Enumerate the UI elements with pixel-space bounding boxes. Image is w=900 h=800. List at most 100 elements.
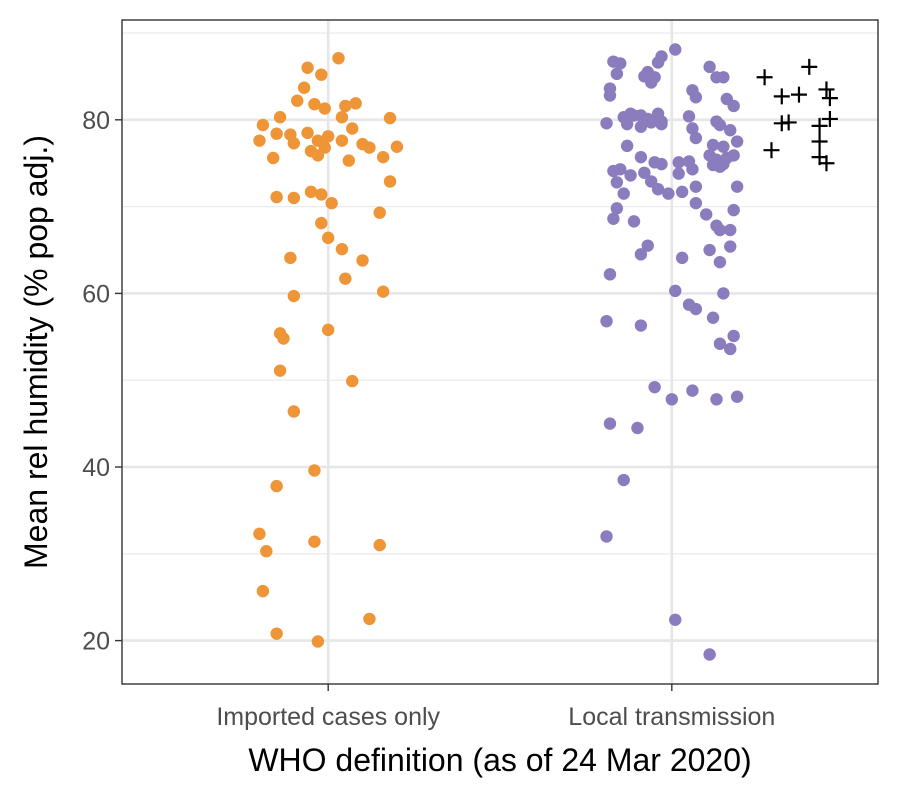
imported-point — [270, 190, 283, 204]
local-point — [706, 311, 720, 324]
local-point — [706, 138, 720, 152]
local-point — [610, 67, 624, 81]
local-point — [620, 117, 634, 131]
x-axis-title: WHO definition (as of 24 Mar 2020) — [248, 742, 751, 778]
imported-point — [253, 527, 266, 541]
local-point — [727, 203, 740, 217]
local-point — [603, 417, 617, 430]
imported-point — [335, 111, 349, 124]
imported-point — [363, 612, 376, 626]
local-point — [669, 284, 682, 298]
imported-point — [383, 175, 397, 188]
local-point — [703, 648, 716, 661]
local-point — [651, 183, 665, 196]
imported-point — [376, 150, 390, 164]
imported-point — [270, 127, 283, 140]
imported-point — [301, 61, 314, 74]
imported-point — [270, 627, 283, 640]
local-point — [610, 202, 624, 215]
local-point — [624, 169, 637, 182]
plus-point — [821, 110, 838, 127]
local-point — [686, 384, 699, 397]
local-point — [634, 319, 648, 332]
imported-point — [297, 81, 311, 94]
local-point — [699, 208, 713, 221]
local-point — [634, 120, 648, 133]
y-tick-label: 20 — [82, 628, 110, 656]
local-point — [713, 223, 727, 237]
y-tick-label: 60 — [82, 280, 110, 308]
plus-point — [763, 142, 780, 159]
y-axis-title: Mean rel humidity (% pop adj.) — [18, 135, 54, 569]
local-point — [727, 149, 740, 162]
local-point — [645, 116, 658, 129]
local-point — [641, 239, 654, 252]
local-point — [655, 157, 668, 171]
plus-point — [756, 69, 773, 86]
local-point — [713, 337, 727, 350]
imported-point — [356, 254, 369, 267]
plus-point — [821, 90, 838, 107]
local-point — [727, 329, 740, 343]
local-point — [717, 140, 730, 153]
imported-point — [287, 137, 301, 150]
imported-point — [339, 272, 352, 285]
local-point — [724, 240, 737, 253]
imported-point — [383, 111, 397, 125]
local-point — [689, 91, 703, 104]
local-point — [634, 150, 648, 164]
plus-point — [811, 117, 828, 134]
local-point — [610, 176, 624, 189]
local-point — [631, 421, 644, 435]
imported-point — [349, 97, 362, 110]
imported-point — [346, 374, 359, 388]
imported-point — [321, 231, 335, 245]
plus-point — [818, 81, 835, 98]
local-point — [724, 124, 737, 137]
plus-point — [780, 114, 797, 131]
local-point — [686, 163, 699, 176]
imported-point — [390, 140, 404, 153]
imported-point — [304, 185, 318, 199]
imported-point — [256, 584, 270, 598]
imported-point — [335, 242, 349, 256]
x-tick-label: Local transmission — [568, 703, 775, 731]
local-point — [717, 157, 730, 171]
axis-ticks — [115, 119, 673, 691]
local-point — [710, 393, 723, 406]
imported-point — [273, 364, 287, 377]
local-point — [600, 530, 613, 543]
local-point — [730, 390, 744, 403]
imported-point — [301, 126, 314, 140]
tick-labels: 20 40 60 80 Imported cases only Local transmi… — [82, 107, 775, 731]
plus-point — [811, 133, 828, 150]
local-point — [689, 131, 703, 145]
imported-point — [291, 94, 304, 107]
imported-point — [311, 635, 325, 648]
local-point — [620, 139, 634, 153]
imported-point — [339, 99, 352, 113]
imported-point — [373, 538, 386, 552]
imported-point — [318, 141, 331, 154]
local-point — [634, 248, 648, 261]
local-point — [682, 110, 696, 123]
imported-point — [253, 134, 266, 147]
local-point — [730, 135, 744, 148]
imported-point — [315, 188, 328, 201]
local-point — [669, 613, 682, 626]
local-point — [724, 223, 737, 237]
local-point — [607, 212, 620, 225]
local-point — [655, 117, 668, 131]
local-point — [717, 287, 730, 300]
y-tick-label: 40 — [82, 454, 110, 482]
local-point — [655, 50, 668, 63]
imported-point — [315, 68, 328, 81]
plus-point — [790, 86, 807, 103]
local-point — [669, 43, 682, 56]
local-point — [689, 302, 703, 316]
local-point — [730, 180, 744, 193]
imported-point — [256, 118, 270, 132]
local-point — [686, 122, 699, 135]
imported-point — [287, 191, 301, 205]
